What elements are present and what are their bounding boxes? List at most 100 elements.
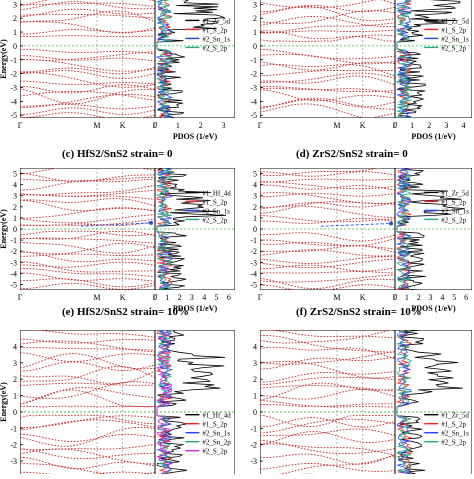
pdos-tick-label: 4: [461, 121, 465, 130]
y-tick-label: 1: [253, 392, 257, 401]
band-line: [20, 370, 156, 385]
gap-arrow: [80, 222, 152, 227]
legend-entry: #2_Sn_1s: [441, 35, 469, 43]
legend-entry: #1_S_2p: [202, 421, 227, 429]
kpath-label: Γ: [18, 121, 23, 130]
pdos-tick-label: 3: [429, 293, 433, 302]
kpath-label: M: [333, 293, 340, 302]
band-line: [20, 382, 155, 386]
pdos-tick-label: 5: [215, 293, 219, 302]
band-line: [260, 22, 396, 33]
band-line: [20, 176, 156, 182]
band-line: [260, 277, 396, 290]
legend-entry: #2_Sn_1s: [441, 207, 469, 215]
legend-entry: #1_S_2p: [202, 198, 227, 206]
y-tick-label: 4: [13, 181, 17, 190]
band-line: [260, 6, 396, 22]
kpath-label: K: [120, 293, 126, 302]
band-line: [260, 330, 393, 344]
pdos-line: [155, 168, 174, 290]
y-tick-label: 3: [253, 192, 257, 201]
y-tick-label: 3: [13, 192, 17, 201]
pdos-tick-label: 0: [153, 121, 157, 130]
band-line: [260, 453, 396, 465]
pdos-tick-label: 6: [227, 293, 231, 302]
legend-entry: #2_S_2p: [202, 44, 227, 52]
legend-entry: #2_Sn_1s: [202, 35, 230, 43]
y-tick-label: 0: [253, 42, 257, 51]
pdos-tick-label: 0: [393, 121, 397, 130]
y-tick-label: -2: [10, 441, 17, 450]
band-line: [260, 85, 396, 93]
band-line: [20, 414, 156, 425]
band-line: [369, 112, 396, 118]
pdos-line: [396, 168, 465, 290]
band-line: [260, 274, 396, 283]
band-line: [20, 84, 156, 94]
panel-f: #1_Zr_5d#1_S_2p#2_Sn_1s#2_S_2p-3-2-10123…: [250, 330, 472, 474]
band-line: [260, 351, 396, 365]
band-line: [260, 178, 396, 183]
pdos-line: [155, 330, 174, 474]
band-line: [260, 417, 396, 428]
pdos-tick-label: 6: [464, 293, 468, 302]
band-line: [20, 389, 155, 407]
band-line: [20, 21, 156, 34]
band-line: [260, 330, 396, 339]
y-tick-label: 0: [13, 225, 17, 234]
y-tick-label: 5: [253, 170, 257, 179]
legend-entry: #1_Hf_4d: [202, 412, 231, 420]
band-line: [20, 471, 156, 474]
band-line: [260, 360, 396, 379]
y-tick-label: 3: [253, 0, 257, 9]
band-line: [260, 48, 396, 60]
legend-entry: #2_Sn_1s: [202, 207, 230, 215]
y-tick-label: 1: [253, 214, 257, 223]
band-line: [260, 371, 396, 383]
band-line: [260, 72, 396, 84]
kpath-label: Γ: [258, 121, 263, 130]
pdos-frame: [154, 168, 235, 290]
kpath-label: Γ: [153, 293, 158, 302]
legend-entry: #1_S_2p: [441, 26, 466, 34]
kpath-label: K: [360, 121, 366, 130]
y-tick-label: -4: [250, 269, 257, 278]
gap-arrow: [320, 223, 392, 227]
pdos-tick-label: 3: [190, 293, 194, 302]
band-line: [20, 70, 156, 79]
pdos-tick-label: 2: [417, 293, 421, 302]
band-line: [20, 0, 156, 7]
y-axis-label: Energy(eV): [0, 209, 8, 249]
band-line: [20, 338, 156, 344]
band-line: [20, 172, 155, 183]
kpath-label: Γ: [18, 293, 23, 302]
y-tick-label: -2: [10, 247, 17, 256]
pdos-line: [155, 0, 173, 118]
band-line: [260, 382, 396, 401]
band-line: [20, 456, 156, 470]
band-line: [260, 10, 396, 25]
pdos-axis-label: PDOS (1/eV): [173, 304, 218, 313]
band-line: [260, 385, 396, 392]
band-line: [20, 415, 156, 428]
band-line: [260, 64, 396, 77]
band-line: [260, 61, 396, 71]
y-tick-label: -1: [10, 424, 17, 433]
band-line: [260, 29, 396, 34]
band-line: [20, 282, 156, 290]
band-line: [260, 428, 396, 437]
pdos-tick-label: 3: [222, 121, 226, 130]
y-tick-label: -3: [10, 84, 17, 93]
band-line: [20, 184, 156, 196]
band-line: [20, 2, 156, 7]
band-line: [260, 232, 396, 242]
y-tick-label: -3: [250, 258, 257, 267]
band-line: [260, 192, 396, 198]
y-tick-label: -1: [250, 424, 257, 433]
panel-c: #1_Hf_4d#1_S_2p#2_Sn_1s#2_S_2p-5-4-3-2-1…: [0, 168, 235, 313]
kpath-label: Γ: [153, 121, 158, 130]
band-line: [260, 271, 396, 274]
y-tick-label: -5: [250, 111, 257, 120]
y-tick-label: 0: [13, 42, 17, 51]
band-line: [20, 381, 156, 400]
